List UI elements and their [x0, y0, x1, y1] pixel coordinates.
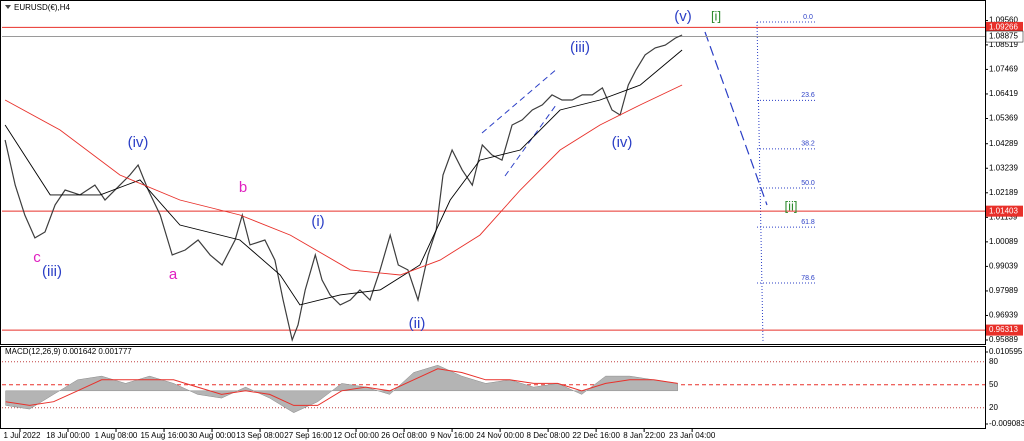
wave-label: a	[169, 266, 178, 283]
x-tick-label: 9 Nov 16:00	[431, 431, 475, 440]
level-label: 0.96313	[989, 325, 1018, 334]
x-tick-label: 1 Aug 08:00	[95, 431, 138, 440]
y-tick-label: 0.010595	[989, 347, 1023, 356]
fib-label: 61.8	[801, 219, 815, 226]
level-label: 1.01403	[989, 206, 1018, 215]
fib-label: 38.2	[801, 141, 815, 148]
wave-label: [i]	[711, 8, 721, 23]
fib-label: 23.6	[801, 92, 815, 99]
x-tick-label: 15 Aug 16:00	[140, 431, 188, 440]
y-tick-label: 1.01139	[989, 212, 1018, 221]
x-tick-label: 27 Sep 16:00	[284, 431, 332, 440]
macd-signal	[5, 368, 678, 406]
main-frame	[0, 0, 986, 345]
wave-label: (iii)	[42, 263, 62, 280]
y-tick-label: 1.08519	[989, 40, 1018, 49]
x-tick-label: 1 Jul 2022	[4, 431, 41, 440]
channel-line	[504, 104, 557, 177]
y-tick-label: 1.06419	[989, 89, 1018, 98]
wave-label: [ii]	[785, 198, 798, 213]
wave-label: b	[239, 179, 247, 196]
projection-line	[704, 31, 768, 206]
y-tick-label: 1.03239	[989, 163, 1018, 172]
fib-label: 78.6	[801, 275, 815, 282]
x-tick-label: 30 Aug 00:00	[188, 431, 236, 440]
level-label-box	[986, 205, 1023, 217]
chart-title: EURUSD(€),H4	[14, 3, 71, 12]
x-tick-label: 23 Jan 04:00	[669, 431, 716, 440]
wave-label: (iii)	[570, 39, 590, 56]
moving-average	[4, 49, 683, 306]
macd-histogram	[5, 364, 678, 413]
wave-label: (i)	[311, 213, 324, 230]
wave-label: (ii)	[409, 315, 426, 332]
fib-baseline	[756, 21, 764, 343]
moving-average	[4, 84, 683, 276]
current-price-label: 1.08875	[989, 32, 1018, 41]
channel-line	[481, 67, 559, 134]
y-tick-label: 0.95889	[989, 335, 1018, 344]
x-tick-label: 26 Oct 08:00	[381, 431, 427, 440]
y2-tick-label: 80	[989, 357, 998, 366]
level-label-box	[986, 324, 1023, 336]
fib-label: 50.0	[801, 180, 815, 187]
macd-title: MACD(12,26,9) 0.001642 0.001777	[5, 347, 132, 356]
macd-frame	[0, 346, 986, 429]
y2-tick-label: 20	[989, 403, 998, 412]
x-tick-label: 8 Dec 08:00	[527, 431, 571, 440]
y-tick-label: 1.05369	[989, 114, 1018, 123]
wave-label: (iv)	[128, 134, 149, 151]
y-tick-label: 1.02189	[989, 188, 1018, 197]
y-tick-label: -0.009083	[989, 419, 1024, 428]
level-label: 1.09266	[989, 23, 1018, 32]
y-tick-label: 1.04289	[989, 139, 1018, 148]
x-tick-label: 22 Dec 16:00	[572, 431, 620, 440]
price-line	[4, 34, 683, 343]
x-tick-label: 24 Nov 00:00	[476, 431, 524, 440]
wave-label: c	[33, 249, 41, 266]
current-price-box	[985, 30, 1024, 43]
menu-arrow[interactable]	[5, 5, 11, 9]
x-tick-label: 18 Jul 00:00	[46, 431, 90, 440]
y-tick-label: 0.99039	[989, 262, 1018, 271]
x-tick-label: 8 Jan 22:00	[623, 431, 665, 440]
wave-label: (v)	[674, 8, 692, 25]
y-tick-label: 0.97989	[989, 286, 1018, 295]
y-tick-label: 1.00089	[989, 237, 1018, 246]
level-label-box	[986, 21, 1023, 33]
y-tick-label: 1.07469	[989, 65, 1018, 74]
x-tick-label: 13 Sep 08:00	[236, 431, 284, 440]
fib-label: 0.0	[803, 14, 813, 21]
x-tick-label: 12 Oct 00:00	[333, 431, 379, 440]
y2-tick-label: 50	[989, 380, 998, 389]
y-tick-label: 0.96939	[989, 311, 1018, 320]
y-tick-label: 1.09560	[989, 16, 1018, 25]
wave-label: (iv)	[612, 134, 633, 151]
